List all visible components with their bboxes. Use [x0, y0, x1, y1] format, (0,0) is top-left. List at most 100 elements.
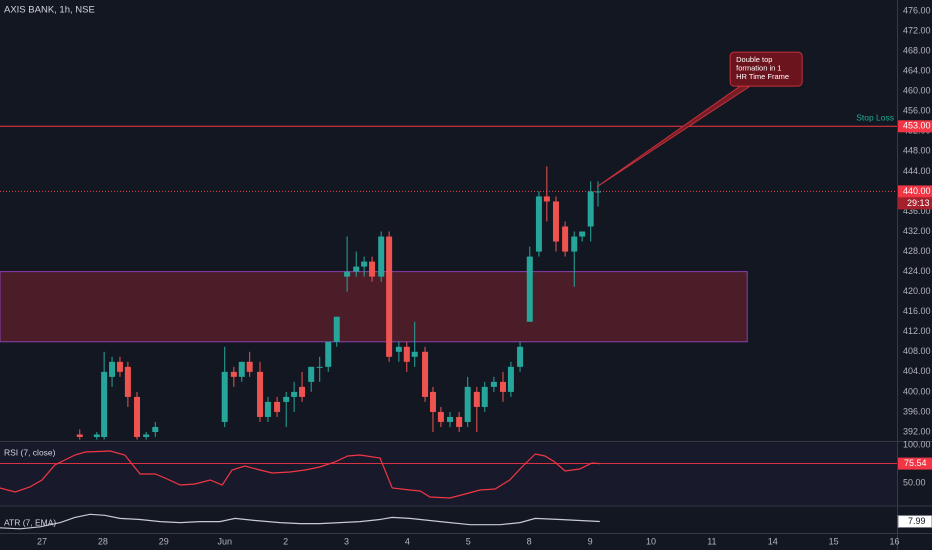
chart-title: AXIS BANK, 1h, NSE — [4, 5, 95, 16]
annotation-box — [729, 51, 803, 87]
candle-body — [562, 226, 569, 252]
candle-body — [143, 434, 150, 437]
candle-body — [361, 261, 368, 267]
annotation-text: formation in 1 — [736, 64, 781, 73]
y-tick-label: 456.00 — [903, 106, 931, 116]
stop-loss-label: Stop Loss — [856, 113, 894, 123]
x-tick-label: 14 — [768, 536, 778, 546]
price-tag-label: 440.00 — [903, 186, 931, 196]
y-tick-label: 50.00 — [903, 477, 926, 487]
x-tick-label: 5 — [466, 536, 471, 546]
y-tick-label: 408.00 — [903, 346, 931, 356]
candle-body — [500, 381, 507, 392]
countdown-label: 29:13 — [907, 198, 930, 208]
y-tick-label: 404.00 — [903, 366, 931, 376]
rsi-band — [0, 443, 897, 505]
y-tick-label: 476.00 — [903, 5, 931, 15]
y-tick-label: 416.00 — [903, 306, 931, 316]
candle-body — [246, 361, 253, 372]
candle-body — [526, 256, 533, 322]
candle-body — [274, 401, 281, 412]
annotation-text: HR Time Frame — [736, 72, 789, 81]
y-tick-label: 392.00 — [903, 426, 931, 436]
y-tick-label: 436.00 — [903, 206, 931, 216]
x-tick-label: 16 — [890, 536, 900, 546]
indicator-line — [0, 513, 600, 530]
candle-body — [369, 261, 376, 277]
indicator-line — [0, 450, 600, 499]
y-tick-label: 432.00 — [903, 226, 931, 236]
candle-body — [316, 366, 323, 368]
candle-body — [473, 391, 480, 407]
x-tick-label: 15 — [829, 536, 839, 546]
countdown-tag — [898, 197, 932, 210]
candle-body — [543, 196, 550, 202]
candle-body — [507, 366, 514, 392]
x-tick-label: 29 — [159, 536, 169, 546]
candle-body — [456, 416, 463, 427]
x-tick-label: 8 — [527, 536, 532, 546]
candle-body — [308, 366, 315, 382]
annotation-text: Double top — [736, 55, 772, 64]
candle-body — [134, 396, 141, 437]
candle-body — [429, 391, 436, 412]
value-tag-label: 75.54 — [904, 458, 927, 468]
y-tick-label: 460.00 — [903, 86, 931, 96]
candle-body — [152, 426, 159, 432]
candle-body — [93, 434, 100, 437]
y-tick-label: 400.00 — [903, 386, 931, 396]
x-tick-label: 3 — [344, 536, 349, 546]
price-tag-label: 453.00 — [903, 121, 931, 131]
value-tag — [898, 457, 932, 470]
x-tick-label: 11 — [707, 536, 716, 546]
candle-body — [403, 346, 410, 362]
candle-body — [481, 386, 488, 407]
x-tick-label: 2 — [283, 536, 288, 546]
candle-body — [353, 266, 360, 272]
zone — [0, 271, 748, 343]
candle-body — [490, 381, 497, 387]
y-tick-label: 444.00 — [903, 166, 931, 176]
candle-body — [264, 401, 271, 417]
candle-body — [221, 371, 228, 422]
candle-body — [238, 361, 245, 377]
y-tick-label: 448.00 — [903, 146, 931, 156]
indicator-label: ATR (7, EMA) — [4, 517, 56, 527]
price-pane — [0, 125, 897, 440]
candle-body — [395, 346, 402, 352]
candle-body — [447, 416, 454, 422]
candle-body — [464, 386, 471, 422]
candle-body — [422, 351, 429, 397]
candle-body — [587, 191, 594, 227]
x-tick-label: Jun — [217, 536, 232, 546]
candle-body — [257, 371, 264, 417]
candle-body — [579, 231, 586, 237]
x-tick-label: 9 — [588, 536, 593, 546]
x-tick-label: 28 — [98, 536, 108, 546]
rsi-pane — [0, 443, 897, 505]
candle-body — [283, 396, 290, 402]
candle-body — [299, 386, 306, 397]
candle-body — [386, 236, 393, 357]
candle-body — [101, 371, 108, 437]
candle-body — [552, 201, 559, 242]
value-tag-label: 7.99 — [908, 516, 926, 526]
x-tick-label: 27 — [37, 536, 47, 546]
y-tick-label: 468.00 — [903, 45, 931, 55]
y-tick-label: 396.00 — [903, 406, 931, 416]
y-tick-label: 420.00 — [903, 286, 931, 296]
x-tick-label: 10 — [646, 536, 656, 546]
candle-body — [378, 236, 385, 277]
y-tick-label: 464.00 — [903, 66, 931, 76]
candle-body — [437, 411, 444, 422]
atr-pane — [0, 513, 600, 530]
y-tick-label: 412.00 — [903, 326, 931, 336]
candle-body — [325, 341, 332, 367]
y-tick-label: 472.00 — [903, 25, 931, 35]
candle-body — [109, 361, 116, 377]
y-tick-label: 424.00 — [903, 266, 931, 276]
candle-body — [124, 366, 131, 397]
y-tick-label: 100.00 — [903, 439, 931, 449]
